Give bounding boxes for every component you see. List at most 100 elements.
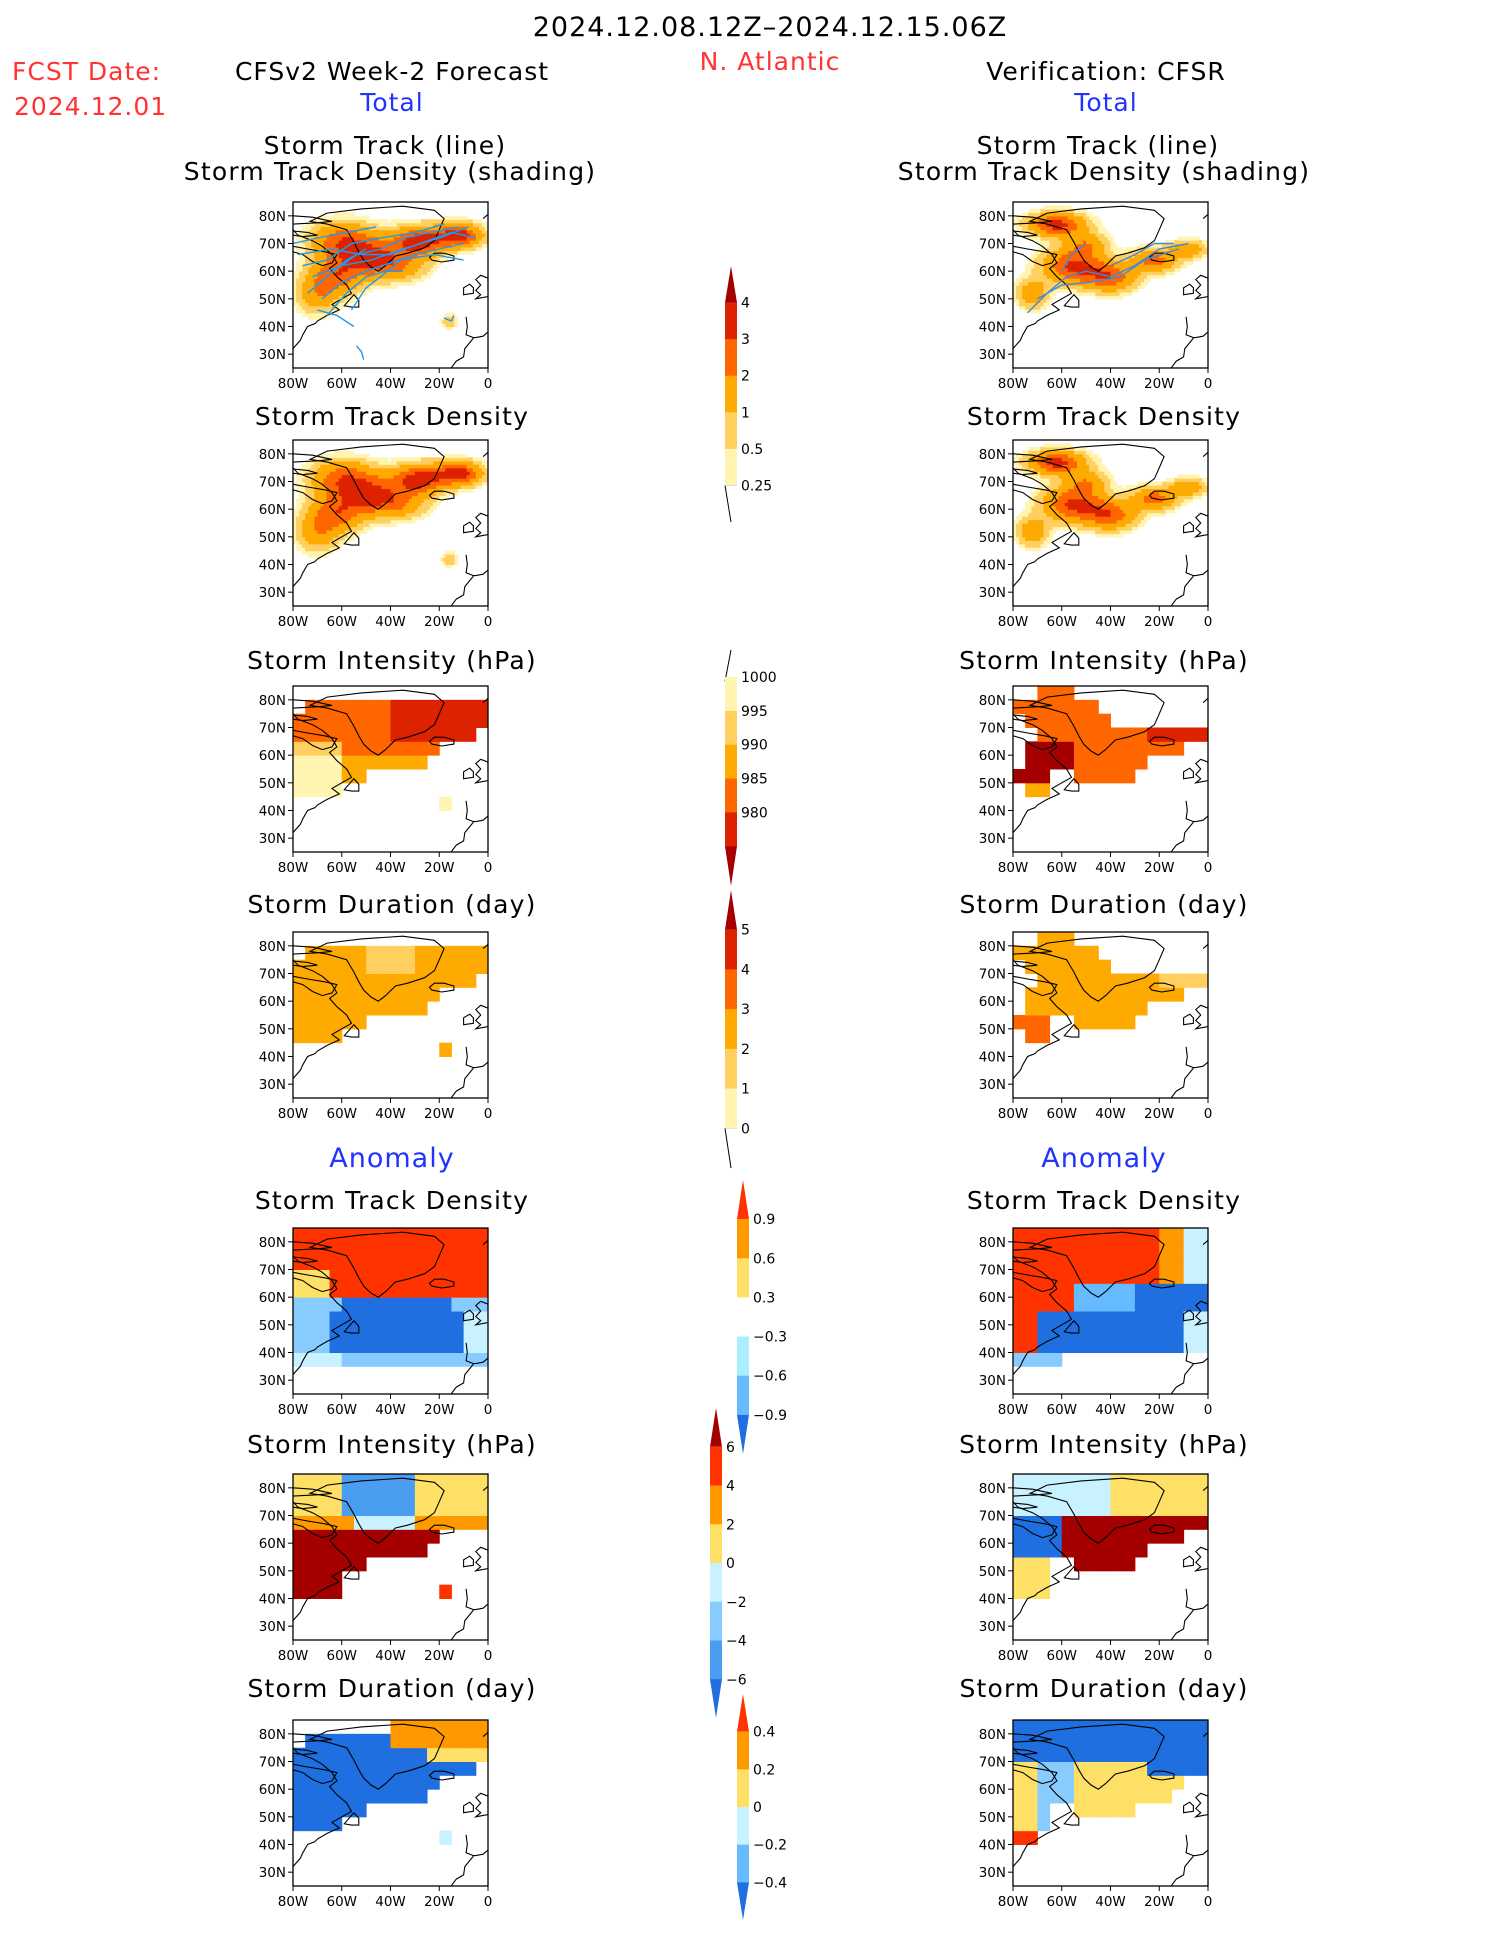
lon-tick-label: 40W xyxy=(375,860,406,876)
lat-tick-label: 80N xyxy=(259,447,286,463)
grid-cell xyxy=(366,1325,379,1339)
grid-cell xyxy=(317,1789,330,1803)
shade-cell xyxy=(1141,285,1145,289)
lon-tick-label: 80W xyxy=(278,1402,309,1418)
grid-cell xyxy=(378,1734,391,1748)
grid-cell xyxy=(439,1043,452,1057)
lat-tick-label: 40N xyxy=(259,1050,286,1066)
grid-cell xyxy=(476,1516,489,1530)
grid-cell xyxy=(451,1502,464,1516)
grid-cell xyxy=(317,769,330,783)
grid-cell xyxy=(427,1242,440,1256)
grid-cell xyxy=(354,1789,367,1803)
shade-cell xyxy=(430,509,434,513)
coastline xyxy=(483,214,488,218)
grid-cell xyxy=(403,1775,416,1789)
grid-cell xyxy=(330,1557,343,1571)
grid-cell xyxy=(305,1529,318,1543)
coastline xyxy=(1184,284,1194,295)
grid-cell xyxy=(391,700,404,714)
left-duration-title: Storm Duration (day) xyxy=(247,890,536,919)
grid-cell xyxy=(342,1353,355,1367)
grid-cell xyxy=(342,1283,355,1297)
left-anomaly-title: Anomaly xyxy=(329,1143,454,1174)
shade-cell xyxy=(1111,240,1115,244)
lon-tick-label: 80W xyxy=(278,614,309,630)
shade-cell xyxy=(436,264,440,268)
grid-cell xyxy=(427,987,440,1001)
grid-cell xyxy=(317,1543,330,1557)
lon-tick-label: 20W xyxy=(424,1894,455,1910)
grid-cell xyxy=(403,1529,416,1543)
left-intensity-title: Storm Intensity (hPa) xyxy=(247,646,537,675)
grid-cell xyxy=(354,1325,367,1339)
grid-cell xyxy=(403,1789,416,1803)
shade-cell xyxy=(454,323,458,327)
coastline xyxy=(466,1047,488,1068)
grid-cell xyxy=(464,1516,477,1530)
grid-cell xyxy=(391,1720,404,1734)
grid-cell xyxy=(330,1474,343,1488)
grid-cell xyxy=(391,1543,404,1557)
grid-cell xyxy=(439,1585,452,1599)
shade-cell xyxy=(427,513,431,517)
grid-cell xyxy=(342,1529,355,1543)
grid-cell xyxy=(366,714,379,728)
grid-cell xyxy=(354,1543,367,1557)
right-anom-duration-title: Storm Duration (day) xyxy=(959,1674,1248,1703)
grid-cell xyxy=(317,783,330,797)
shade-cell xyxy=(448,327,452,331)
grid-cell xyxy=(293,1585,306,1599)
grid-cell xyxy=(427,1339,440,1353)
grid-cell xyxy=(378,1270,391,1284)
lat-tick-label: 30N xyxy=(979,347,1006,363)
grid-cell xyxy=(342,1516,355,1530)
block-field xyxy=(293,1720,489,1845)
grid-cell xyxy=(439,728,452,742)
lon-tick-label: 60W xyxy=(326,614,357,630)
grid-cell xyxy=(439,1228,452,1242)
grid-cell xyxy=(293,1029,306,1043)
shade-cell xyxy=(1047,540,1051,544)
grid-cell xyxy=(415,1256,428,1270)
lat-tick-label: 40N xyxy=(259,558,286,574)
lat-tick-label: 80N xyxy=(259,693,286,709)
grid-cell xyxy=(342,946,355,960)
grid-cell xyxy=(342,755,355,769)
left-anom-intensity-title: Storm Intensity (hPa) xyxy=(247,1430,537,1459)
grid-cell xyxy=(476,1488,489,1502)
lon-tick-label: 20W xyxy=(424,614,455,630)
grid-cell xyxy=(293,1571,306,1585)
grid-cell xyxy=(366,1001,379,1015)
grid-cell xyxy=(305,1543,318,1557)
grid-cell xyxy=(366,1339,379,1353)
grid-cell xyxy=(342,1228,355,1242)
grid-cell xyxy=(415,1001,428,1015)
grid-cell xyxy=(342,974,355,988)
grid-cell xyxy=(317,1502,330,1516)
grid-cell xyxy=(293,1543,306,1557)
grid-cell xyxy=(293,1001,306,1015)
lon-tick-label: 40W xyxy=(375,614,406,630)
shade-cell xyxy=(1053,530,1057,534)
grid-cell xyxy=(305,987,318,1001)
grid-cell xyxy=(305,741,318,755)
grid-cell xyxy=(415,1789,428,1803)
grid-cell xyxy=(317,1817,330,1831)
right-anom-density-title: Storm Track Density xyxy=(967,1186,1241,1215)
grid-cell xyxy=(366,1311,379,1325)
grid-cell xyxy=(293,741,306,755)
grid-cell xyxy=(427,946,440,960)
grid-cell xyxy=(391,1311,404,1325)
grid-cell xyxy=(451,960,464,974)
grid-cell xyxy=(354,1297,367,1311)
shade-cell xyxy=(454,554,458,558)
lon-tick-label: 0 xyxy=(484,614,493,630)
shade-cell xyxy=(369,288,373,292)
grid-cell xyxy=(476,1283,489,1297)
grid-cell xyxy=(439,714,452,728)
lon-tick-label: 40W xyxy=(375,1894,406,1910)
shade-cell xyxy=(1162,275,1166,279)
grid-cell xyxy=(366,1228,379,1242)
